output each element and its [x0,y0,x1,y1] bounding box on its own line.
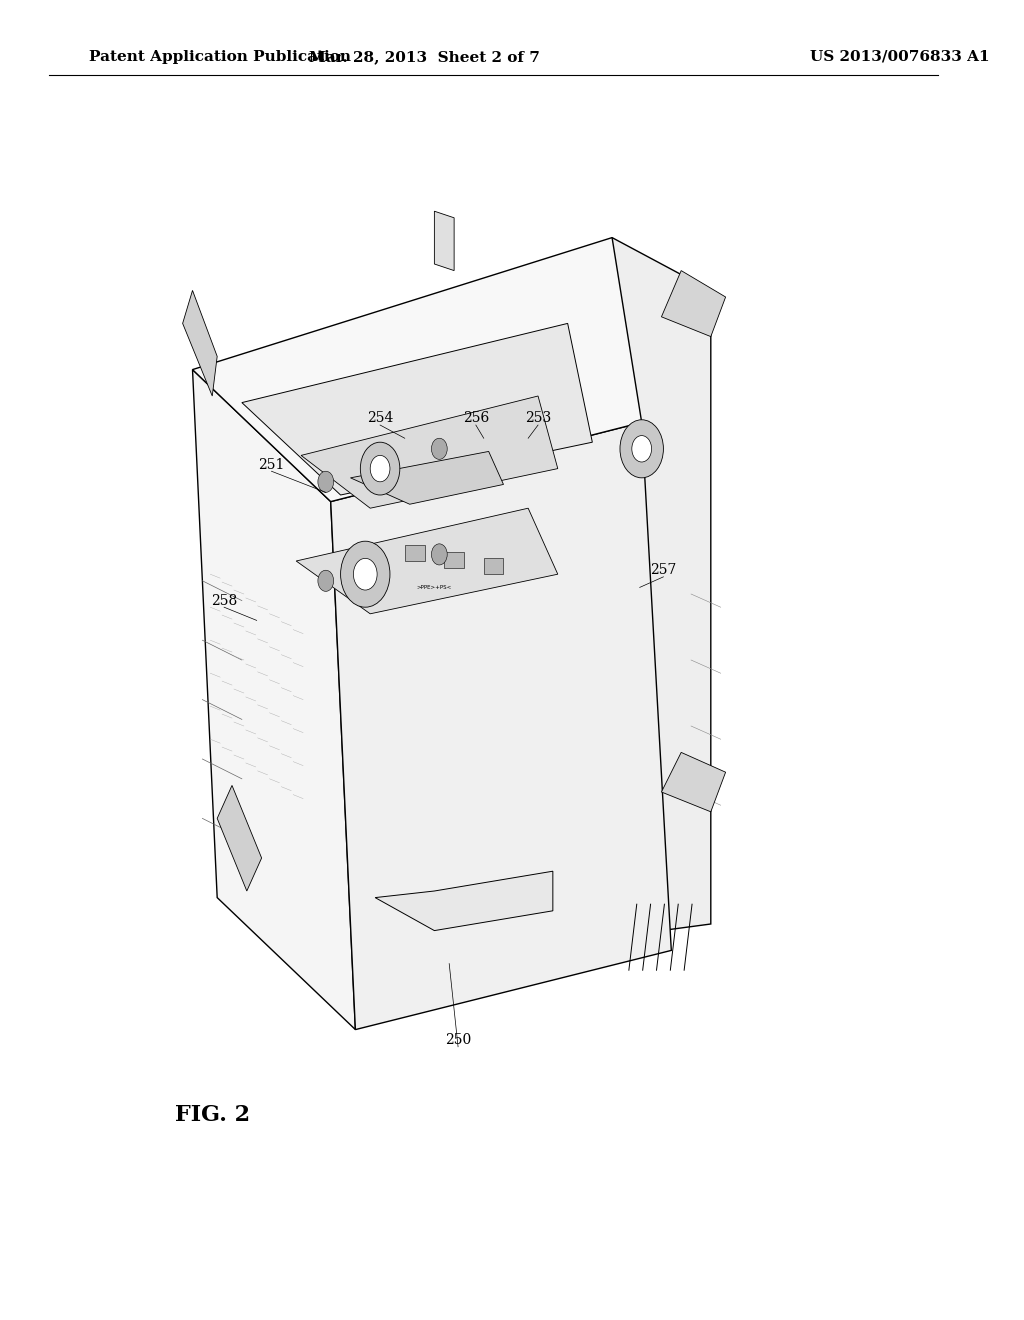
Text: 250: 250 [445,1034,471,1047]
Circle shape [431,438,447,459]
Polygon shape [612,238,711,937]
Circle shape [317,570,334,591]
Text: 258: 258 [211,594,238,607]
Text: 257: 257 [650,564,677,577]
Text: 254: 254 [367,412,393,425]
Bar [404,545,425,561]
Bar [483,558,504,574]
Circle shape [620,420,664,478]
Polygon shape [662,271,726,337]
Circle shape [360,442,399,495]
Circle shape [431,544,447,565]
Polygon shape [193,370,355,1030]
Text: 256: 256 [463,412,489,425]
Polygon shape [217,785,261,891]
Circle shape [353,558,377,590]
Polygon shape [662,752,726,812]
Polygon shape [242,323,592,495]
Bar [444,552,464,568]
Polygon shape [350,451,504,504]
Text: US 2013/0076833 A1: US 2013/0076833 A1 [810,50,989,63]
Polygon shape [434,211,454,271]
Text: Mar. 28, 2013  Sheet 2 of 7: Mar. 28, 2013 Sheet 2 of 7 [309,50,540,63]
Polygon shape [331,422,672,1030]
Polygon shape [375,871,553,931]
Text: Patent Application Publication: Patent Application Publication [89,50,351,63]
Polygon shape [182,290,217,396]
Polygon shape [301,396,558,508]
Polygon shape [296,508,558,614]
Text: FIG. 2: FIG. 2 [175,1105,250,1126]
Circle shape [341,541,390,607]
Text: >PPE>+PS<: >PPE>+PS< [417,585,452,590]
Circle shape [371,455,390,482]
Text: 253: 253 [525,412,551,425]
Circle shape [632,436,651,462]
Polygon shape [193,238,642,502]
Text: 251: 251 [258,458,285,471]
Circle shape [317,471,334,492]
